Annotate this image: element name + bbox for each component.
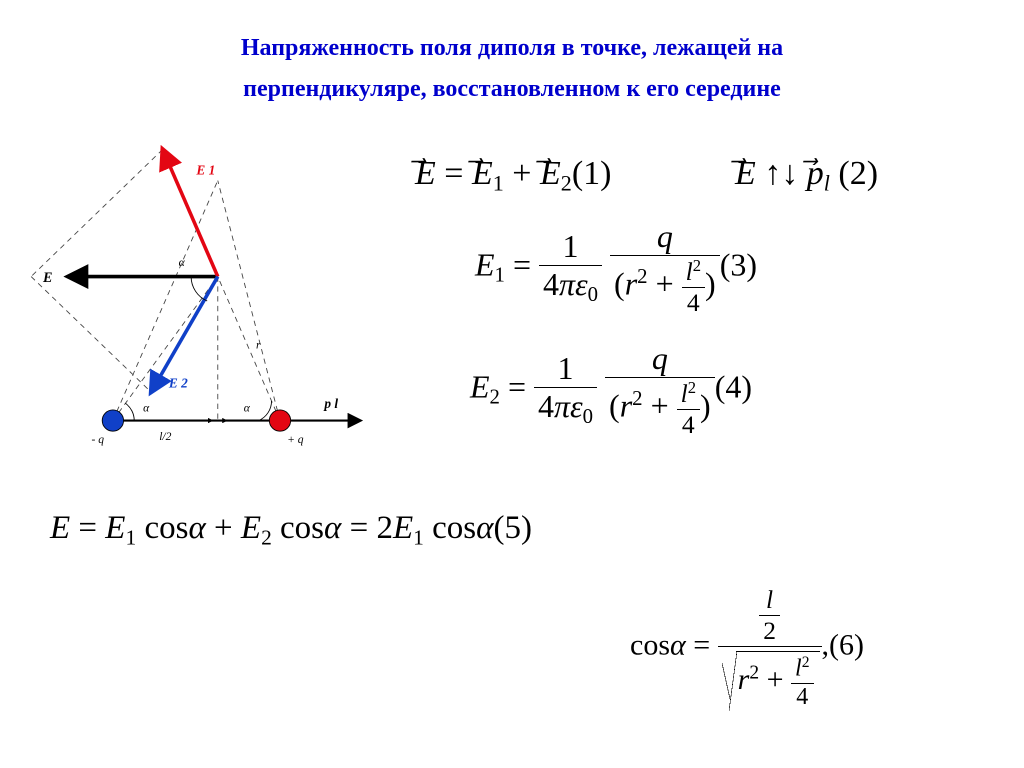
equation-6: cosα = l 2 r2 + l24 ,(6)	[630, 585, 864, 711]
eq3-tag: (3)	[720, 246, 757, 282]
equation-2: E ↑↓ pl (2)	[735, 155, 878, 197]
dipole-diagram: E 1 E 2 Er α α α p l l/2 - q + q	[20, 145, 380, 465]
equation-4: E2 = 1 4πε0 q (r2 + l24) (4)	[470, 340, 752, 440]
svg-text:r: r	[256, 340, 261, 352]
svg-text:E: E	[42, 270, 52, 286]
eq6-tag: ,(6)	[822, 629, 864, 662]
page-title: Напряженность поля диполя в точке, лежащ…	[0, 28, 1024, 110]
svg-text:+ q: + q	[287, 434, 304, 446]
eq5-tag: (5)	[493, 510, 531, 546]
svg-text:E 2: E 2	[168, 376, 188, 391]
title-line1: Напряженность поля диполя в точке, лежащ…	[241, 35, 783, 61]
eq4-tag: (4)	[715, 368, 752, 404]
equation-5: E = E1 cosα + E2 cosα = 2E1 cosα(5)	[50, 510, 532, 550]
svg-text:l/2: l/2	[159, 431, 171, 443]
svg-text:α: α	[244, 403, 251, 415]
svg-text:- q: - q	[91, 434, 104, 446]
svg-text:E 1: E 1	[195, 162, 215, 177]
svg-text:p l: p l	[323, 396, 338, 411]
equation-3: E1 = 1 4πε0 q (r2 + l24) (3)	[475, 218, 757, 318]
svg-text:α: α	[179, 257, 186, 269]
title-line2: перпендикуляре, восстановленном к его се…	[243, 76, 781, 102]
equation-1: E = E1 + E2(1)	[415, 155, 611, 197]
svg-text:α: α	[143, 403, 150, 415]
